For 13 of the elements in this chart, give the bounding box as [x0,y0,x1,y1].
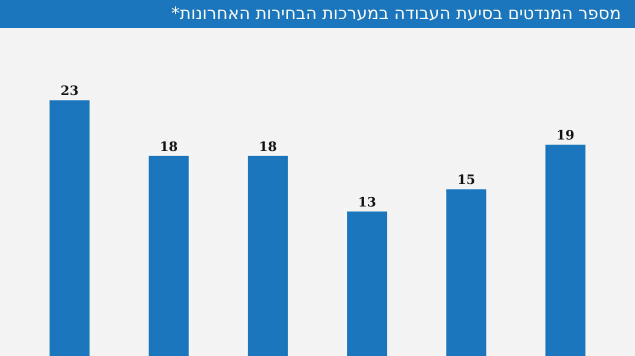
bar [148,156,189,356]
data-label: 19 [556,128,574,144]
bar [446,189,486,356]
data-label: 15 [457,173,476,188]
data-label: 18 [160,140,178,155]
data-label: 18 [258,140,277,155]
chart-title: מספר המנדטים בסיעת העבודה במערכות הבחירות האחרונות* [0,0,635,28]
bar [545,144,586,356]
data-label: 13 [358,195,376,210]
bar [248,156,288,356]
data-label: 23 [60,84,79,100]
bar [50,100,90,356]
bar [347,211,388,356]
